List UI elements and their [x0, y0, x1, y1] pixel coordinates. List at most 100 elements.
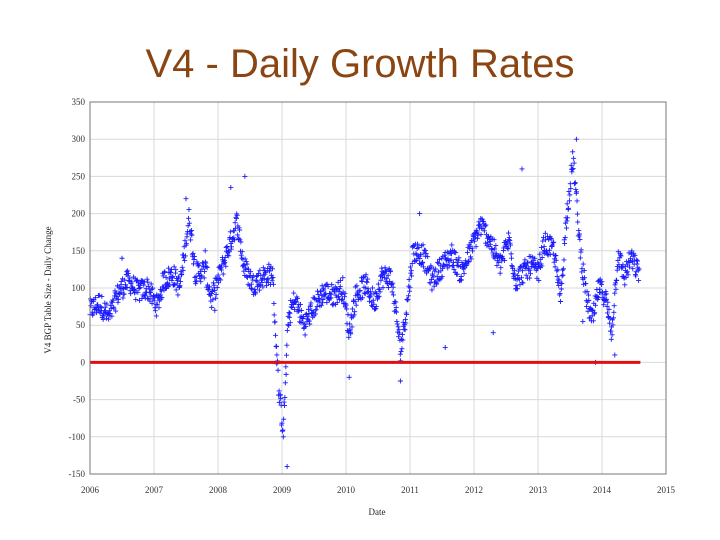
- data-point: [215, 280, 221, 286]
- data-point: [504, 245, 510, 251]
- data-point: [339, 296, 345, 302]
- data-point: [182, 238, 188, 244]
- data-point: [95, 302, 101, 308]
- y-tick-label: 50: [76, 320, 86, 330]
- data-point: [178, 269, 184, 275]
- data-point: [321, 287, 327, 293]
- data-point: [352, 309, 358, 315]
- data-point: [576, 227, 582, 233]
- data-point: [339, 291, 345, 297]
- data-point: [556, 283, 562, 289]
- data-point: [464, 250, 470, 256]
- data-point: [317, 298, 323, 304]
- data-point: [98, 305, 104, 311]
- data-point: [191, 253, 197, 259]
- data-point: [169, 267, 175, 273]
- data-point: [243, 259, 249, 265]
- data-point: [617, 252, 623, 258]
- data-point: [572, 180, 578, 186]
- x-tick-label: 2006: [81, 485, 100, 495]
- data-point: [209, 304, 215, 310]
- x-tick-label: 2011: [401, 485, 419, 495]
- data-point: [465, 258, 471, 264]
- data-point: [101, 313, 107, 319]
- data-point: [198, 279, 204, 285]
- data-point: [559, 273, 565, 279]
- data-point: [231, 228, 237, 234]
- data-point: [560, 267, 566, 273]
- data-point: [289, 304, 295, 310]
- data-point: [485, 239, 491, 245]
- data-point: [320, 297, 326, 303]
- data-point: [389, 289, 395, 295]
- data-point: [626, 264, 632, 270]
- data-point: [439, 274, 445, 280]
- data-point: [396, 334, 402, 340]
- data-point: [288, 304, 294, 310]
- data-point: [186, 220, 192, 226]
- data-point: [273, 332, 279, 338]
- data-point: [458, 277, 464, 283]
- data-point: [634, 261, 640, 267]
- data-point: [461, 270, 467, 276]
- data-point: [455, 259, 461, 265]
- data-point: [557, 291, 563, 297]
- data-point: [344, 306, 350, 312]
- data-point: [360, 295, 366, 301]
- data-point: [147, 289, 153, 295]
- data-point: [282, 380, 288, 386]
- data-point: [114, 294, 120, 300]
- data-point: [313, 307, 319, 313]
- data-point: [636, 266, 642, 272]
- data-point: [401, 326, 407, 332]
- data-point: [597, 286, 603, 292]
- data-point: [611, 303, 617, 309]
- data-point: [212, 288, 218, 294]
- data-point: [604, 303, 610, 309]
- data-point: [318, 288, 324, 294]
- data-point: [428, 264, 434, 270]
- data-point: [267, 268, 273, 274]
- data-point: [388, 268, 394, 274]
- data-point: [379, 274, 385, 280]
- data-point: [214, 285, 220, 291]
- data-point: [523, 266, 529, 272]
- data-point: [405, 293, 411, 299]
- data-point: [407, 264, 413, 270]
- data-point: [220, 271, 226, 277]
- data-point: [275, 367, 281, 373]
- data-point: [610, 315, 616, 321]
- data-point: [346, 334, 352, 340]
- tick-labels: 350 300 250 200 150 100 50 0 -50 -100 -150 2006 2007…: [69, 97, 676, 495]
- data-point: [519, 275, 525, 281]
- data-point: [578, 247, 584, 253]
- data-point: [352, 299, 358, 305]
- data-point: [492, 246, 498, 252]
- data-point: [429, 287, 435, 293]
- data-point: [449, 263, 455, 269]
- data-point: [137, 284, 143, 290]
- x-tick-label: 2010: [337, 485, 356, 495]
- data-point: [520, 280, 526, 286]
- data-point: [382, 265, 388, 271]
- data-point: [532, 255, 538, 261]
- data-point: [163, 286, 169, 292]
- data-point: [567, 192, 573, 198]
- data-point: [287, 310, 293, 316]
- data-point: [525, 260, 531, 266]
- data-point: [633, 273, 639, 279]
- data-point: [613, 280, 619, 286]
- data-point: [139, 278, 145, 284]
- data-point: [118, 279, 124, 285]
- data-point: [548, 235, 554, 241]
- x-tick-label: 2013: [529, 485, 548, 495]
- data-point: [131, 286, 137, 292]
- data-point: [437, 256, 443, 262]
- data-point: [436, 260, 442, 266]
- data-point: [364, 279, 370, 285]
- x-tick-label: 2008: [209, 485, 228, 495]
- data-point: [298, 319, 304, 325]
- data-point: [554, 273, 560, 279]
- data-point: [325, 284, 331, 290]
- data-point: [204, 265, 210, 271]
